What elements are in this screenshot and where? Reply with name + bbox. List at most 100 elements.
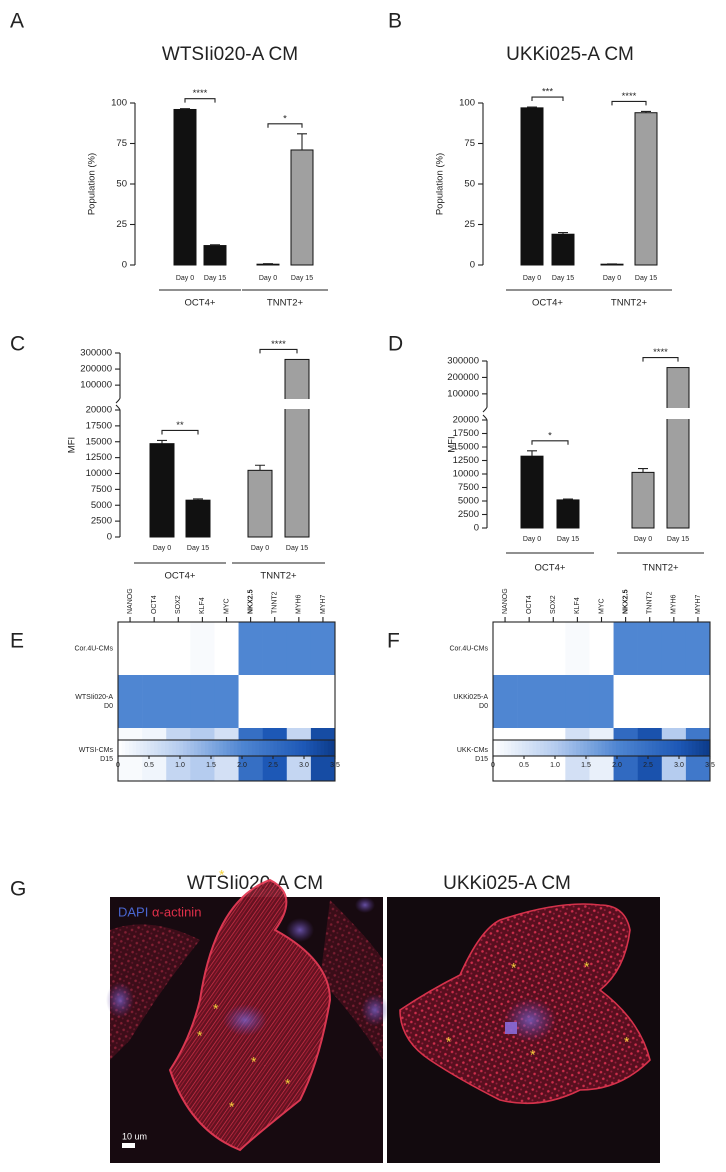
heatmap-cell (565, 675, 590, 729)
row-label: WTSI-CMs (79, 747, 114, 754)
x-tick-label: Day 0 (603, 275, 621, 282)
colorbar-segment (136, 740, 141, 756)
group-label: OCT4+ (165, 571, 196, 582)
colorbar-segment (695, 740, 700, 756)
significance-label: *** (542, 87, 553, 98)
panel-letter: D (388, 333, 403, 356)
colorbar-segment (309, 740, 314, 756)
colorbar-segment (201, 740, 206, 756)
colorbar-segment (150, 740, 155, 756)
colorbar-tick-label: 3.0 (299, 762, 309, 769)
column-label: MYH6 (671, 594, 678, 614)
error-bar (157, 439, 167, 444)
column-label: MYC (598, 598, 605, 614)
error-bar (641, 110, 651, 113)
bar (290, 149, 314, 266)
colorbar-segment (637, 740, 642, 756)
error-bar (558, 232, 568, 235)
colorbar-segment (269, 740, 274, 756)
error-bar (255, 464, 265, 471)
colorbar-segment (579, 740, 584, 756)
heatmap-cell (493, 675, 518, 729)
panel-letter: A (10, 10, 24, 33)
heatmap-cell (142, 622, 167, 676)
colorbar-segment (237, 740, 242, 756)
colorbar-segment (183, 740, 188, 756)
chart-title: UKKi025-A CM (506, 44, 634, 65)
svg-text:*: * (213, 1001, 219, 1017)
y-tick-label: 10000 (86, 468, 112, 479)
axis-break-band (284, 399, 310, 409)
y-tick-label: 12500 (86, 452, 112, 463)
row-label: D15 (475, 756, 488, 763)
svg-text:*: * (530, 1047, 536, 1063)
colorbar-segment (673, 740, 678, 756)
colorbar-segment (677, 740, 682, 756)
colorbar-segment (670, 740, 675, 756)
error-bar (638, 468, 648, 473)
heatmap-cell (541, 622, 566, 676)
bar (666, 367, 690, 529)
column-label: SOX2 (175, 595, 182, 614)
y-tick-label: 0 (122, 260, 127, 271)
svg-text:*: * (584, 959, 590, 975)
colorbar-segment (565, 740, 570, 756)
row-label: WTSIi020-A (75, 694, 113, 701)
heatmap-cell (214, 675, 239, 729)
colorbar-segment (543, 740, 548, 756)
heatmap-cell (565, 622, 590, 676)
row-label: D0 (104, 703, 113, 710)
heatmap-cell (262, 622, 288, 676)
panel-letter: B (388, 10, 402, 33)
bar (256, 263, 280, 266)
colorbar-tick-label: 0.5 (144, 762, 154, 769)
heatmap-cell (613, 675, 638, 729)
colorbar-tick-label: 2.5 (643, 762, 653, 769)
colorbar-segment (568, 740, 573, 756)
y-tick-label: 200000 (80, 364, 112, 375)
colorbar-segment (324, 740, 329, 756)
colorbar-segment (554, 740, 559, 756)
colorbar-tick-label: 3.5 (330, 762, 340, 769)
y-tick-label: 15000 (453, 442, 479, 453)
heatmap-cell (118, 675, 143, 729)
colorbar-segment (212, 740, 217, 756)
colorbar-segment (154, 740, 159, 756)
colorbar-segment (255, 740, 260, 756)
group-label: OCT4+ (535, 563, 566, 574)
colorbar-segment (536, 740, 541, 756)
x-tick-label: Day 15 (557, 536, 579, 543)
significance-bracket (531, 440, 569, 445)
bar (185, 499, 211, 538)
colorbar-segment (532, 740, 537, 756)
svg-text:*: * (624, 1034, 630, 1050)
colorbar-segment (143, 740, 148, 756)
column-label: TNNT2 (647, 591, 654, 614)
heatmap-cell (286, 675, 312, 729)
bar (149, 443, 175, 538)
y-axis-label: Population (%) (435, 153, 446, 215)
svg-text:*: * (197, 1028, 203, 1044)
colorbar-segment (262, 740, 267, 756)
colorbar-tick-label: 1.0 (550, 762, 560, 769)
bar (284, 358, 310, 538)
group-label: OCT4+ (185, 298, 216, 309)
heatmap-cell (166, 675, 191, 729)
heatmap-cell (517, 622, 542, 676)
column-label: KLF4 (574, 597, 581, 614)
heatmap-frame (492, 621, 711, 782)
column-label: MYC (223, 598, 230, 614)
colorbar-segment (630, 740, 635, 756)
x-tick-label: Day 0 (153, 545, 171, 552)
y-tick-label: 15000 (86, 436, 112, 447)
y-tick-label: 17500 (86, 420, 112, 431)
colorbar-segment (222, 740, 227, 756)
colorbar-segment (597, 740, 602, 756)
colorbar-segment (219, 740, 224, 756)
bar (631, 471, 655, 529)
chart-title: WTSIi020-A CM (162, 44, 298, 65)
colorbar-segment (331, 740, 336, 756)
svg-text:*: * (285, 1076, 291, 1092)
heatmap-cell (613, 622, 638, 676)
bar (520, 455, 544, 529)
